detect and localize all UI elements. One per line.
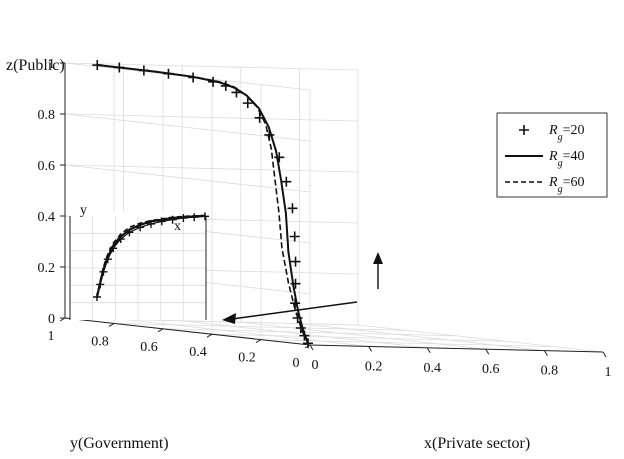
- inset-marker-4: [109, 244, 118, 253]
- series-0-marker-8: [287, 203, 298, 214]
- x-tick-label-4: 0.8: [541, 364, 559, 379]
- y-tick-label-0: 0: [293, 356, 300, 371]
- arrow-layer: [222, 252, 383, 324]
- legend-symbol-0: [519, 125, 529, 135]
- z-tick-label-4: 0.8: [38, 108, 56, 123]
- grid-floor-x-5: [357, 324, 604, 353]
- z-tick-label-2: 0.4: [38, 210, 56, 225]
- y-tick-label-3: 0.6: [140, 340, 158, 355]
- inset-marker-5: [116, 235, 125, 244]
- y-tick-label-5: 1: [48, 329, 55, 344]
- y-axis-line: [64, 317, 311, 346]
- x-tick-mark-1: [368, 346, 373, 352]
- inset-marker-0: [93, 293, 101, 301]
- x-tick-mark-2: [426, 347, 431, 354]
- x-axis-line: [309, 344, 604, 353]
- legend-label-2: Rg=60: [548, 175, 584, 195]
- axes-layer: 0 0.2 0.4 0.6 0.8 1 0 0.2 0.4 0.6 0.8 1 0 0.2 0.4 0.6 0.…: [38, 57, 612, 380]
- series-0-marker-13: [242, 98, 253, 109]
- y-tick-mark-2: [206, 333, 213, 338]
- grid-left-z-3: [64, 164, 311, 193]
- inset-marker-6: [125, 228, 134, 237]
- inset-marker-12: [190, 213, 199, 222]
- grid-floor-x-3: [240, 321, 486, 350]
- y-tick-label-4: 0.8: [91, 334, 109, 349]
- z-tick-label-1: 0.2: [38, 261, 56, 276]
- x-tick-mark-5: [602, 351, 607, 358]
- series-0-marker-7: [289, 231, 300, 242]
- x-tick-label-5: 1: [605, 365, 612, 380]
- y-axis-title: y(Government): [70, 435, 169, 452]
- grid-floor-x-4: [299, 323, 545, 351]
- grid-back-z-5: [64, 62, 359, 71]
- series-0-marker-9: [281, 176, 292, 187]
- y-tick-mark-1: [255, 339, 262, 344]
- x-axis-title: x(Private sector): [424, 435, 530, 452]
- y-tick-mark-4: [108, 322, 115, 327]
- x-tick-mark-3: [485, 348, 490, 355]
- inset-x-label: x: [174, 219, 181, 234]
- arrow-projection-shaft: [231, 301, 358, 320]
- z-tick-label-5: 1: [48, 57, 55, 72]
- inset-y-label: y: [80, 203, 87, 218]
- x-tick-label-2: 0.4: [423, 361, 441, 376]
- grid-left-z-4: [64, 113, 311, 142]
- legend-label-0: Rg=20: [548, 123, 584, 143]
- inset-marker-3: [103, 255, 112, 264]
- grid-back-z-3: [64, 164, 359, 173]
- x-tick-mark-0: [309, 344, 314, 351]
- arrow-up-head: [373, 252, 383, 264]
- legend-label-1: Rg=40: [548, 149, 584, 169]
- inset-panel: yx: [69, 203, 209, 320]
- inset-marker-9: [157, 217, 166, 226]
- series-0-marker-10: [274, 152, 285, 163]
- series-layer: [92, 60, 313, 349]
- z-tick-label-0: 0: [48, 312, 55, 327]
- y-tick-label-2: 0.4: [189, 345, 207, 360]
- series-line-2: [97, 64, 309, 344]
- x-tick-label-0: 0: [312, 358, 319, 373]
- inset-marker-13: [201, 212, 209, 221]
- z-axis-title: z(Public): [6, 57, 65, 74]
- inset-marker-1: [96, 280, 105, 289]
- grid-floor-x-1: [123, 319, 369, 347]
- legend: Rg=20 Rg=40 Rg=60: [496, 112, 608, 198]
- inset-marker-8: [147, 219, 155, 228]
- inset-marker-10: [168, 215, 177, 224]
- arrow-projection-head: [222, 313, 236, 324]
- y-tick-label-1: 0.2: [238, 351, 256, 366]
- x-tick-label-1: 0.2: [365, 359, 383, 374]
- x-tick-mark-4: [543, 350, 548, 356]
- inset-marker-2: [99, 267, 108, 276]
- y-tick-mark-3: [157, 328, 164, 333]
- inset-marker-11: [179, 214, 188, 223]
- series-0-marker-6: [290, 256, 301, 267]
- inset-line-2: [96, 214, 206, 298]
- inset-marker-7: [136, 223, 145, 232]
- grid-back-z-4: [64, 113, 359, 122]
- z-tick-label-3: 0.6: [38, 159, 56, 174]
- x-tick-label-3: 0.6: [482, 362, 500, 377]
